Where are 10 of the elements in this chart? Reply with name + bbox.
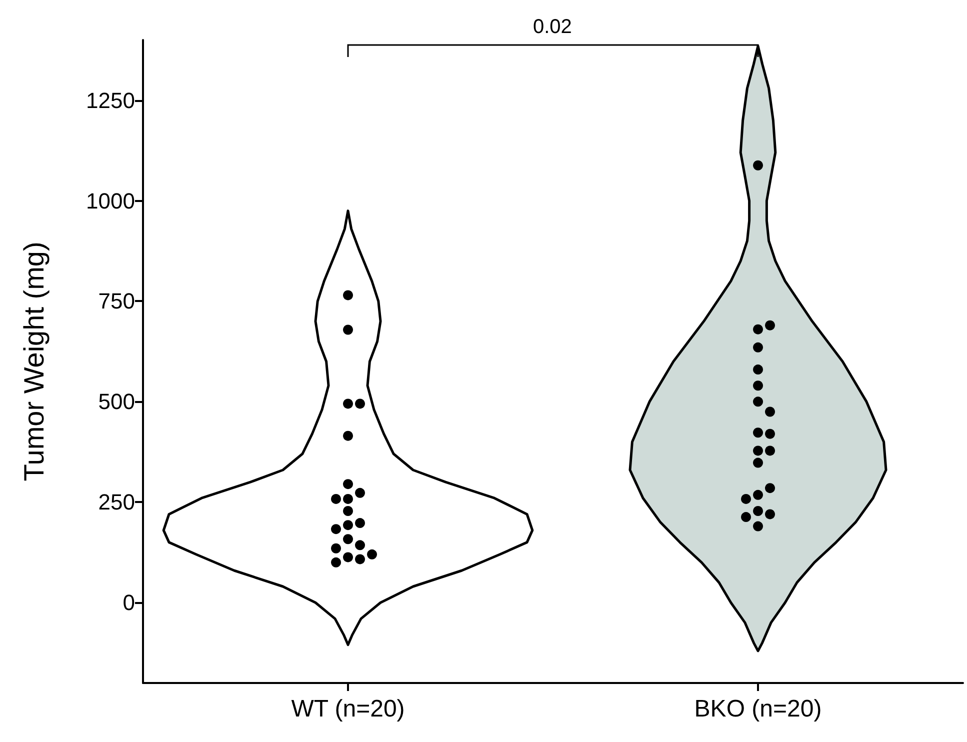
y-tick-label: 250 <box>98 490 135 515</box>
y-tick-label: 1250 <box>86 88 135 113</box>
x-tick-label: BKO (n=20) <box>694 696 822 722</box>
y-tick-label: 750 <box>98 288 135 314</box>
y-tick-label: 500 <box>98 389 135 414</box>
y-tick-label: 1000 <box>86 188 135 214</box>
x-tick-label: WT (n=20) <box>291 696 405 722</box>
y-tick-label: 0 <box>122 590 135 616</box>
text: 0.02 <box>533 16 572 38</box>
y-axis-title: Tumor Weight (mg) <box>18 242 50 482</box>
